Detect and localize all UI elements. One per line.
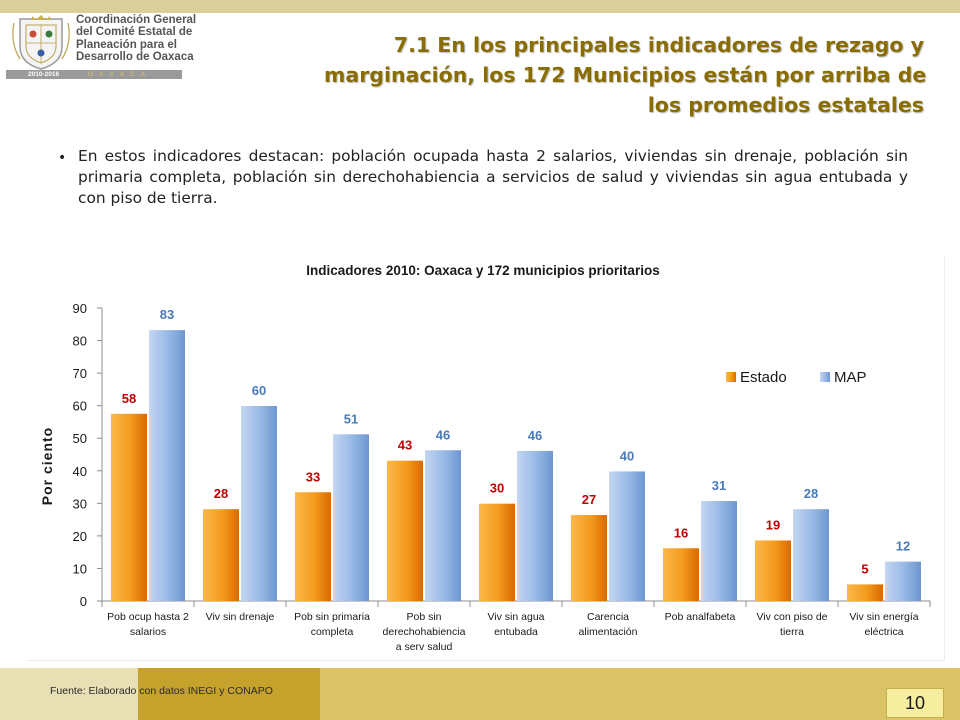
source-note: Fuente: Elaborado con datos INEGI y CONA… <box>50 685 273 697</box>
y-tick-label: 0 <box>80 594 87 609</box>
bar-estado <box>111 413 147 601</box>
x-tick-label: tierra <box>780 626 804 638</box>
x-tick-label: completa <box>311 626 354 638</box>
logo-period: 2010-2016 <box>28 71 60 78</box>
data-label: 60 <box>252 383 266 398</box>
y-tick-label: 20 <box>73 529 87 544</box>
org-line: Desarrollo de Oaxaca <box>76 50 194 63</box>
bar-estado <box>387 460 423 601</box>
title-line: 7.1 En los principales indicadores de re… <box>393 33 924 57</box>
slide-title: 7.1 En los principales indicadores de re… <box>324 30 927 120</box>
data-label: 27 <box>582 492 596 507</box>
page-number: 10 <box>886 688 944 718</box>
bar-estado <box>663 548 699 601</box>
data-label: 33 <box>306 469 320 484</box>
title-line: los promedios estatales <box>647 93 924 117</box>
bar-map <box>701 501 737 601</box>
bullet-dot: • <box>58 150 67 166</box>
y-tick-label: 40 <box>73 464 87 479</box>
bullet-text: En estos indicadores destacan: población… <box>78 147 908 207</box>
footer-mid-band <box>138 668 320 720</box>
x-tick-label: salarios <box>130 626 166 638</box>
bar-map <box>149 330 185 601</box>
data-label: 40 <box>620 448 634 463</box>
x-tick-label: derechohabiencia <box>383 626 466 638</box>
chart-title: Indicadores 2010: Oaxaca y 172 municipio… <box>306 263 659 278</box>
logo-state: OAXACA <box>88 71 152 78</box>
bar-map <box>425 450 461 601</box>
data-label: 83 <box>160 307 174 322</box>
x-tick-label: Pob sin primaria <box>294 611 370 623</box>
x-tick-label: Viv sin drenaje <box>206 611 275 623</box>
bar-map <box>333 434 369 601</box>
bar-estado <box>295 492 331 601</box>
footer-right-band <box>320 668 960 720</box>
x-tick-label: alimentación <box>579 626 638 638</box>
data-label: 58 <box>122 391 136 406</box>
top-stripe <box>0 0 960 13</box>
legend-swatch-map <box>820 372 830 382</box>
logo-bar <box>6 70 182 79</box>
title-line: marginación, los 172 Municipios están po… <box>324 63 927 87</box>
x-tick-label: Pob sin <box>406 611 441 623</box>
y-tick-label: 50 <box>73 431 87 446</box>
bar-estado <box>479 503 515 601</box>
org-line: Planeación para el <box>76 38 177 51</box>
data-label: 51 <box>344 411 358 426</box>
legend-swatch-estado <box>726 372 736 382</box>
y-tick-label: 10 <box>73 561 87 576</box>
bar-estado <box>755 540 791 601</box>
x-tick-label: eléctrica <box>864 626 903 638</box>
data-label: 16 <box>674 525 688 540</box>
x-tick-label: Viv sin agua <box>487 611 544 623</box>
y-axis-label: Por ciento <box>39 427 55 505</box>
data-label: 30 <box>490 481 504 496</box>
x-tick-label: Pob ocup hasta 2 <box>107 611 189 623</box>
data-label: 28 <box>214 486 228 501</box>
x-tick-label: entubada <box>494 626 538 638</box>
org-line: del Comité Estatal de <box>76 26 193 39</box>
x-tick-label: Viv con piso de <box>756 611 827 623</box>
data-label: 28 <box>804 486 818 501</box>
y-tick-label: 80 <box>73 334 87 349</box>
data-label: 43 <box>398 438 412 453</box>
legend-label: MAP <box>834 369 867 386</box>
coat-of-arms-icon <box>12 15 70 70</box>
legend-label: Estado <box>740 369 787 386</box>
y-tick-label: 30 <box>73 496 87 511</box>
y-tick-label: 60 <box>73 399 87 414</box>
org-line: Coordinación General <box>76 14 197 26</box>
data-label: 46 <box>436 427 450 442</box>
bar-map <box>517 450 553 601</box>
data-label: 12 <box>896 539 910 554</box>
data-label: 19 <box>766 517 780 532</box>
bar-map <box>885 561 921 601</box>
plot-area: 0 10 20 30 40 50 60 70 80 90 58 83 Pob ocup hasta 2 s… <box>73 301 931 653</box>
x-tick-label: Carencia <box>587 611 629 623</box>
bar-map <box>793 509 829 601</box>
organization-name: Coordinación General del Comité Estatal … <box>76 14 197 63</box>
x-tick-label: a serv salud <box>396 641 453 653</box>
data-label: 5 <box>861 561 868 576</box>
organization-logo <box>6 13 188 83</box>
y-tick-label: 70 <box>73 366 87 381</box>
chart-frame <box>26 256 945 661</box>
y-tick-label: 90 <box>73 301 87 316</box>
bar-estado <box>203 509 239 601</box>
footer-left-band <box>0 668 138 720</box>
data-label: 31 <box>712 478 726 493</box>
x-tick-label: Pob analfabeta <box>665 611 736 623</box>
x-tick-label: Viv sin energía <box>849 611 918 623</box>
data-label: 46 <box>528 428 542 443</box>
bar-estado <box>847 584 883 601</box>
bar-map <box>241 405 277 601</box>
bar-estado <box>571 515 607 601</box>
bar-map <box>609 471 645 601</box>
